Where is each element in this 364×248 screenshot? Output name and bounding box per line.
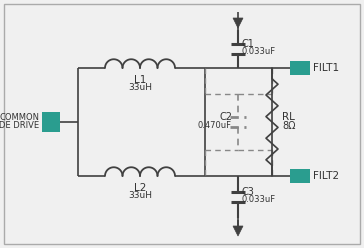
Polygon shape xyxy=(233,226,243,236)
Polygon shape xyxy=(233,18,243,28)
Bar xyxy=(290,169,310,183)
Text: 33uH: 33uH xyxy=(128,191,152,200)
Text: L2: L2 xyxy=(134,183,146,193)
Text: 8Ω: 8Ω xyxy=(282,121,296,131)
Bar xyxy=(290,61,310,75)
Text: C1: C1 xyxy=(242,39,255,49)
Text: RL: RL xyxy=(282,112,295,122)
Text: 0.033uF: 0.033uF xyxy=(242,195,276,205)
Text: C2: C2 xyxy=(219,112,232,122)
Text: C3: C3 xyxy=(242,187,255,197)
Text: MODE DRIVE: MODE DRIVE xyxy=(0,122,39,130)
Text: FILT2: FILT2 xyxy=(313,171,339,181)
Text: L1: L1 xyxy=(134,75,146,85)
Text: COMMON: COMMON xyxy=(0,114,39,123)
Bar xyxy=(42,112,60,132)
Text: FILT1: FILT1 xyxy=(313,63,339,73)
Text: 33uH: 33uH xyxy=(128,83,152,92)
Text: 0.470uF: 0.470uF xyxy=(198,122,232,130)
Text: 0.033uF: 0.033uF xyxy=(242,48,276,57)
